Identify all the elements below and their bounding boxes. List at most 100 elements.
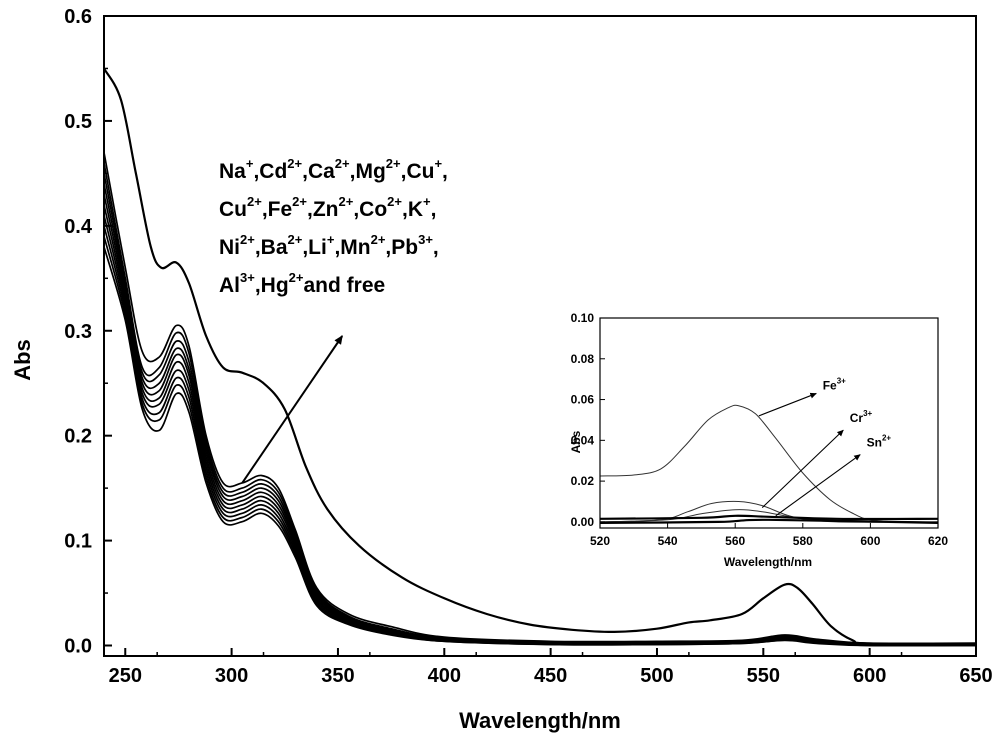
annotation-text: ,Pb <box>385 236 418 259</box>
inset-series-label-1: Cr3+ <box>850 409 873 425</box>
annotation-superscript: 2+ <box>240 232 255 247</box>
inset-x-axis-label: Wavelength/nm <box>724 555 812 569</box>
annotation-superscript: 3+ <box>418 232 433 247</box>
inset-y-axis-label: Abs <box>569 430 583 453</box>
annotation-superscript: 2+ <box>287 156 302 171</box>
inset-label-superscript: 2+ <box>882 433 891 442</box>
inset-series-line-3 <box>599 514 939 521</box>
inset-label-arrow-2 <box>775 454 861 517</box>
inset-series-labels: Fe3+Cr3+Sn2+ <box>758 376 892 517</box>
inset-x-tick-label: 540 <box>658 534 678 548</box>
inset-x-tick-label: 580 <box>793 534 813 548</box>
annotation-text: ,K <box>402 198 423 221</box>
main-series-line-0 <box>103 67 977 645</box>
annotation-superscript: 3+ <box>240 270 255 285</box>
main-series-lines <box>103 67 977 647</box>
main-series-line-10 <box>103 246 977 647</box>
annotation-text: ,Mn <box>334 236 370 259</box>
annotation-text: ,Ba <box>255 236 288 259</box>
annotation-text: ,Li <box>302 236 327 259</box>
inset-series-lines <box>599 404 939 524</box>
annotation-text: ,Mg <box>350 160 386 183</box>
main-y-tick-label: 0.5 <box>64 111 92 133</box>
annotation-text: Na <box>219 160 246 183</box>
inset-y-tick-label: 0.08 <box>571 352 595 366</box>
main-y-tick-label: 0.2 <box>64 426 92 448</box>
main-x-ticks: 250 300 350 400 450 500 550 600 650 <box>109 648 993 687</box>
main-x-tick-label: 650 <box>959 665 992 687</box>
inset-x-tick-label: 520 <box>590 534 610 548</box>
main-x-axis-label: Wavelength/nm <box>459 708 621 733</box>
annotation-superscript: 2+ <box>339 194 354 209</box>
inset-label-superscript: 3+ <box>837 376 846 385</box>
main-x-tick-label: 600 <box>853 665 886 687</box>
inset-y-tick-label: 0.06 <box>571 393 595 407</box>
annotation-text: Al <box>219 274 240 297</box>
annotation-text: , <box>442 160 448 183</box>
inset-label-superscript: 3+ <box>863 409 872 418</box>
main-x-tick-label: 300 <box>215 665 248 687</box>
inset-label-arrow-0 <box>758 392 817 417</box>
annotation-text: , <box>431 198 437 221</box>
annotation-superscript: 2+ <box>288 232 303 247</box>
inset-x-tick-label: 600 <box>860 534 880 548</box>
main-y-tick-label: 0.0 <box>64 636 92 658</box>
annotation-text: ,Co <box>353 198 387 221</box>
annotation-superscript: 2+ <box>387 194 402 209</box>
inset-background <box>600 318 938 528</box>
annotation-text: , <box>433 236 439 259</box>
inset-y-ticks: 0.00 0.02 0.04 0.06 0.08 0.10 <box>571 311 605 529</box>
annotation-superscript: 2+ <box>335 156 350 171</box>
inset-plot-frame <box>599 317 939 529</box>
annotation-text: ,Ca <box>302 160 335 183</box>
main-y-tick-label: 0.3 <box>64 321 92 343</box>
annotation-text: ,Fe <box>262 198 292 221</box>
main-series-line-4 <box>103 183 977 646</box>
inset-plot: 520 540 560 580 600 620 0.000.020.040.060.080… <box>569 311 948 569</box>
main-y-ticks: 0.0 0.1 0.2 0.3 0.4 0.5 0.6 <box>64 6 112 658</box>
annotation-superscript: 2+ <box>292 194 307 209</box>
annotation-text: Cu <box>219 198 247 221</box>
annotation-superscript: 2+ <box>386 156 401 171</box>
annotation-text: ,Zn <box>307 198 339 221</box>
main-x-tick-label: 500 <box>640 665 673 687</box>
inset-label-arrow-1 <box>761 429 844 509</box>
inset-series-line-4 <box>599 518 939 524</box>
inset-series-label-2: Sn2+ <box>867 433 892 449</box>
inset-x-ticks: 520 540 560 580 600 620 <box>590 523 948 548</box>
main-arrow <box>241 335 344 484</box>
annotation-text: ,Hg <box>255 274 289 297</box>
inset-x-tick-label: 620 <box>928 534 948 548</box>
main-y-tick-label: 0.1 <box>64 531 92 553</box>
annotation-superscript: + <box>327 232 335 247</box>
main-x-tick-label: 450 <box>534 665 567 687</box>
inset-y-tick-label: 0.00 <box>571 515 595 529</box>
inset-y-tick-label: 0.04 <box>571 433 595 447</box>
annotation-superscript: + <box>434 156 442 171</box>
inset-label-base: Fe <box>823 378 837 392</box>
main-y-tick-label: 0.6 <box>64 6 92 28</box>
inset-y-tick-label: 0.10 <box>571 311 595 325</box>
inset-label-base: Sn <box>867 435 882 449</box>
annotation-text: ,Cd <box>253 160 287 183</box>
main-plot: 250 300 350 400 450 500 550 600 650 0.0 0.1 0.2 0.3… <box>10 6 993 733</box>
main-x-tick-label: 350 <box>321 665 354 687</box>
annotation-text: and free <box>303 274 385 297</box>
annotation-superscript: + <box>423 194 431 209</box>
main-series-line-8 <box>103 225 977 646</box>
main-x-tick-label: 250 <box>109 665 142 687</box>
inset-x-tick-label: 560 <box>725 534 745 548</box>
annotation-superscript: 2+ <box>289 270 304 285</box>
annotation-superscript: 2+ <box>247 194 262 209</box>
main-x-tick-label: 550 <box>747 665 780 687</box>
inset-y-tick-label: 0.02 <box>571 474 595 488</box>
annotation-text: ,Cu <box>401 160 435 183</box>
annotation-text: Ni <box>219 236 240 259</box>
main-plot-frame <box>103 15 977 657</box>
inset-series-label-0: Fe3+ <box>823 376 846 392</box>
main-y-tick-label: 0.4 <box>64 216 93 238</box>
main-y-axis-label: Abs <box>10 339 35 381</box>
annotation-superscript: 2+ <box>371 232 386 247</box>
main-x-tick-label: 400 <box>428 665 461 687</box>
